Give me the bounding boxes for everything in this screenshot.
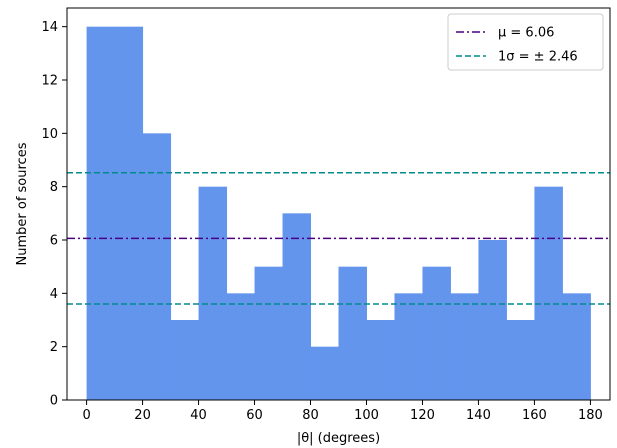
histogram-bar — [366, 320, 395, 400]
x-tick-label: 40 — [190, 408, 207, 423]
y-axis-label: Number of sources — [15, 142, 30, 265]
histogram-bar — [170, 320, 200, 400]
histogram-bar — [338, 266, 367, 400]
x-tick-label: 20 — [134, 408, 151, 423]
legend-label-sigma: 1σ = ± 2.46 — [498, 50, 578, 65]
histogram-bar — [450, 293, 479, 400]
legend-label-mean: μ = 6.06 — [498, 26, 554, 41]
histogram-bar — [282, 213, 312, 400]
x-tick-label: 120 — [410, 408, 435, 423]
y-tick-label: 6 — [50, 234, 58, 249]
legend-box — [447, 13, 604, 71]
histogram-bar — [86, 26, 116, 401]
y-tick-label: 4 — [50, 287, 58, 302]
histogram-bar — [142, 133, 172, 401]
x-tick-label: 160 — [522, 408, 547, 423]
y-tick-label: 2 — [50, 340, 58, 355]
reference-lines-group — [67, 172, 610, 305]
x-tick-label: 140 — [466, 408, 491, 423]
histogram-bar — [198, 186, 228, 400]
histogram-bar — [394, 293, 423, 400]
x-axis-label: |θ| (degrees) — [297, 431, 380, 446]
plot-frame — [66, 7, 611, 401]
histogram-bar — [562, 293, 591, 400]
histogram-bar — [534, 186, 563, 400]
histogram-bar — [254, 266, 284, 400]
histogram-bar — [226, 293, 256, 400]
y-tick-label: 8 — [50, 180, 58, 195]
y-tick-label: 12 — [41, 74, 58, 89]
x-tick-label: 180 — [578, 408, 603, 423]
y-tick-label: 10 — [41, 127, 58, 142]
bars-group — [86, 26, 591, 401]
legend: μ = 6.06 1σ = ± 2.46 — [447, 13, 604, 71]
histogram-bar — [506, 320, 535, 400]
histogram-bar — [422, 266, 451, 400]
x-tick-label: 60 — [246, 408, 263, 423]
y-tick-label: 0 — [50, 394, 58, 409]
histogram-bar — [478, 240, 507, 400]
x-tick-label: 100 — [354, 408, 379, 423]
x-tick-label: 80 — [302, 408, 319, 423]
y-axis-ticks: 0 2 4 6 8 10 12 14 — [41, 20, 67, 409]
histogram-bar — [114, 26, 144, 401]
y-tick-label: 14 — [41, 20, 58, 35]
x-tick-label: 0 — [82, 408, 90, 423]
histogram-bar — [310, 346, 339, 400]
x-axis-ticks: 0 20 40 60 80 100 120 140 160 180 — [82, 400, 603, 423]
